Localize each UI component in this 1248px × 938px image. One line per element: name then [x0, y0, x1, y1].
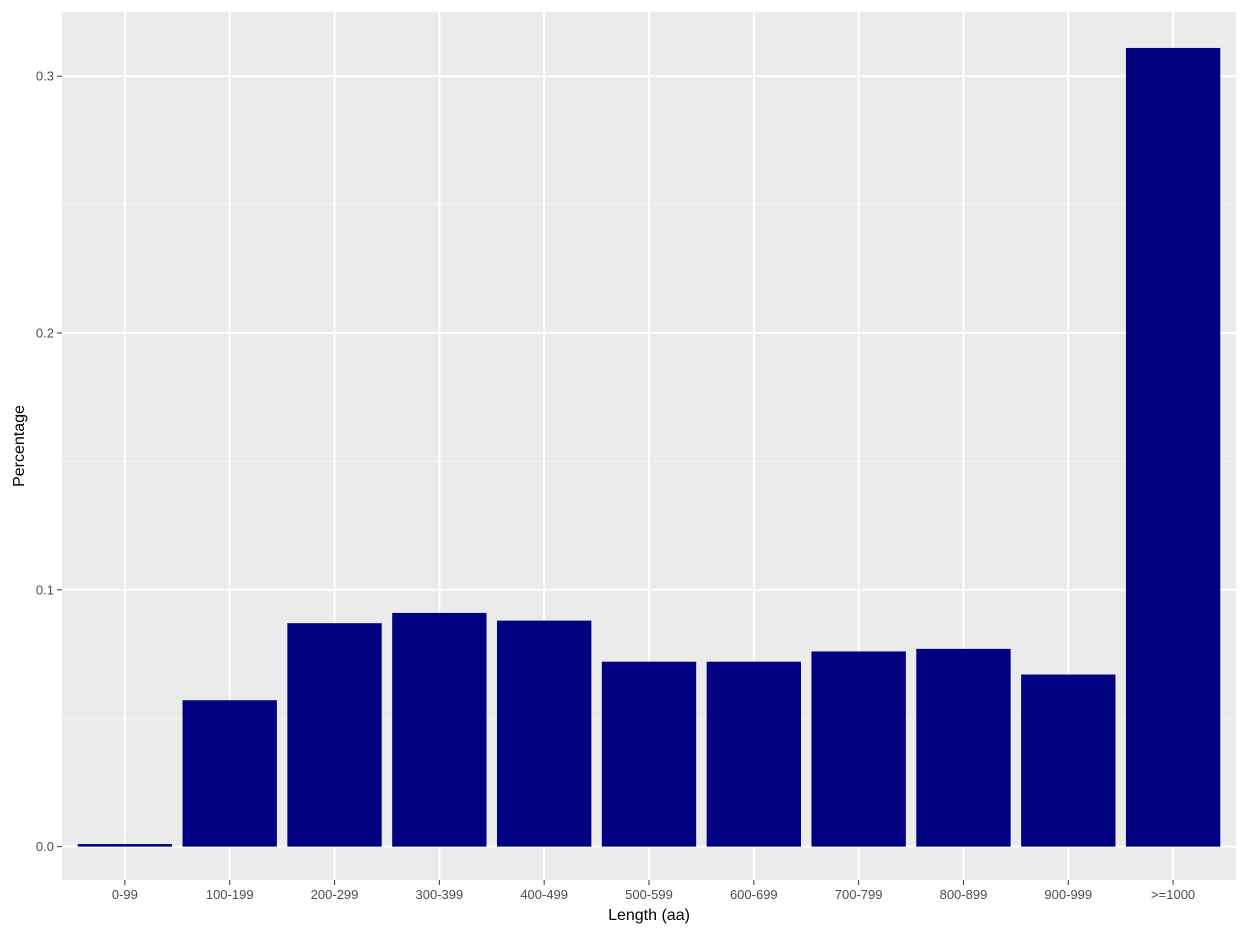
- x-tick-label: 800-899: [940, 887, 988, 902]
- bar-300-399: [392, 612, 487, 847]
- x-tick-label: >=1000: [1151, 887, 1195, 902]
- bar-200-299: [287, 623, 382, 847]
- bar-700-799: [811, 651, 906, 847]
- y-tick-label: 0.2: [36, 326, 54, 341]
- x-tick-label: 0-99: [112, 887, 138, 902]
- bar-900-999: [1021, 674, 1116, 847]
- y-tick-label: 0.1: [36, 582, 54, 597]
- bars-layer: [77, 47, 1221, 847]
- bar-800-899: [916, 648, 1011, 847]
- x-tick-label: 400-499: [520, 887, 568, 902]
- x-tick-label: 700-799: [835, 887, 883, 902]
- x-tick-label: 100-199: [206, 887, 254, 902]
- x-tick-label: 600-699: [730, 887, 778, 902]
- x-tick-label: 900-999: [1044, 887, 1092, 902]
- y-tick-label: 0.0: [36, 839, 54, 854]
- bar->=1000: [1125, 47, 1221, 847]
- tick-labels-layer: 0.0 0.1 0.2 0.3 0-99 100-199 200-299 300-399 400…: [36, 69, 1195, 902]
- x-tick-label: 300-399: [415, 887, 463, 902]
- bar-0-99: [77, 844, 173, 847]
- bar-400-499: [497, 620, 592, 847]
- x-tick-label: 500-599: [625, 887, 673, 902]
- bar-100-199: [182, 700, 277, 847]
- ticks-layer: [57, 75, 1174, 885]
- y-axis-title: Percentage: [11, 405, 28, 487]
- x-axis-title: Length (aa): [608, 907, 690, 924]
- x-tick-label: 200-299: [311, 887, 359, 902]
- bar-500-599: [601, 661, 697, 847]
- y-tick-label: 0.3: [36, 69, 54, 84]
- bar-600-699: [706, 661, 801, 847]
